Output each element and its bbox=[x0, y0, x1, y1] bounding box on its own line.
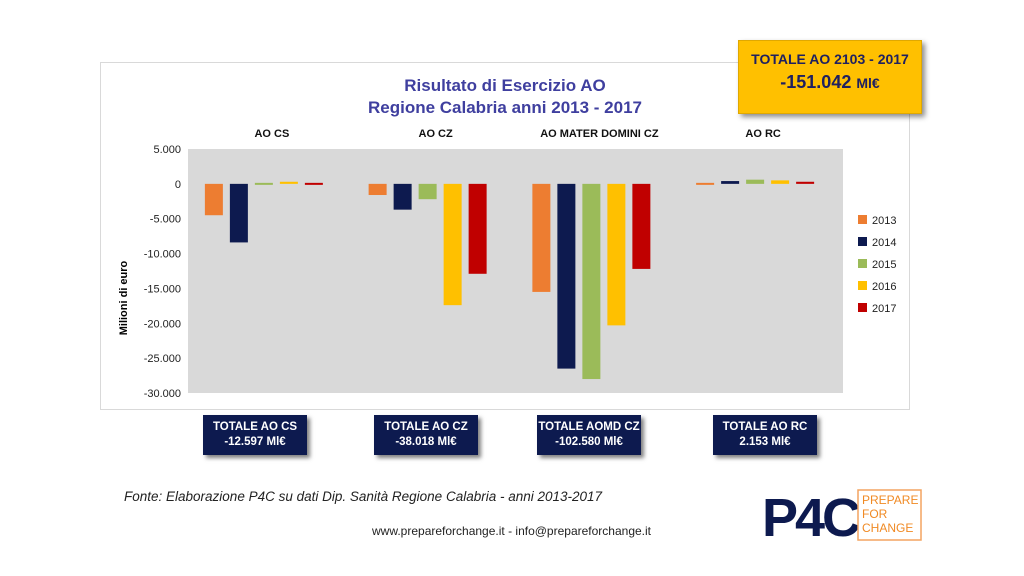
legend-label: 2014 bbox=[872, 237, 896, 249]
total-ao-cz-value: -38.018 Ml€ bbox=[395, 436, 457, 448]
category-label: AO MATER DOMINI CZ bbox=[540, 128, 659, 140]
total-ao-rc-value: 2.153 Ml€ bbox=[739, 436, 791, 448]
category-label: AO CZ bbox=[419, 128, 454, 140]
logo-line-prepare: PREPARE bbox=[862, 493, 918, 507]
y-tick-label: -30.000 bbox=[144, 388, 181, 400]
y-tick-label: -5.000 bbox=[150, 214, 181, 226]
legend-swatch bbox=[858, 237, 867, 246]
chart-subtitle: Regione Calabria anni 2013 - 2017 bbox=[368, 98, 642, 117]
p4c-logo: P4C PREPARE FOR CHANGE bbox=[762, 488, 922, 546]
overall-total-value-line: -151.042 Ml€ bbox=[739, 72, 921, 93]
total-aomd-cz-box: TOTALE AOMD CZ -102.580 Ml€ bbox=[537, 415, 641, 455]
bar-2017 bbox=[304, 182, 323, 185]
y-tick-label: -10.000 bbox=[144, 249, 181, 261]
overall-total-unit: Ml€ bbox=[856, 75, 880, 91]
category-label: AO CS bbox=[254, 128, 289, 140]
y-tick-label: 0 bbox=[175, 179, 181, 191]
logo-box bbox=[857, 489, 922, 541]
bar-2013 bbox=[532, 183, 551, 292]
contacts-line[interactable]: www.prepareforchange.it - info@preparefo… bbox=[372, 524, 651, 538]
bar-2016 bbox=[443, 183, 462, 306]
y-axis-label: Milioni di euro bbox=[118, 260, 130, 335]
total-ao-cs-box: TOTALE AO CS -12.597 Ml€ bbox=[203, 415, 307, 455]
overall-total-label: TOTALE AO 2103 - 2017 bbox=[751, 51, 909, 67]
bar-2013 bbox=[204, 183, 223, 216]
total-ao-rc-box: TOTALE AO RC 2.153 Ml€ bbox=[713, 415, 817, 455]
bar-2016 bbox=[279, 181, 298, 184]
bar-2016 bbox=[607, 183, 626, 326]
bar-2014 bbox=[557, 183, 576, 369]
bar-2017 bbox=[796, 181, 815, 184]
logo-line-for: FOR bbox=[862, 507, 888, 521]
chart-title: Risultato di Esercizio AO bbox=[404, 76, 606, 95]
legend-label: 2015 bbox=[872, 259, 896, 271]
bar-chart: Risultato di Esercizio AO Regione Calabr… bbox=[118, 76, 896, 400]
chart-frame: Risultato di Esercizio AO Regione Calabr… bbox=[100, 62, 910, 410]
bar-2017 bbox=[468, 183, 487, 274]
overall-total-value: -151.042 bbox=[780, 72, 852, 92]
total-aomd-cz-label: TOTALE AOMD CZ bbox=[538, 421, 640, 433]
total-ao-cs-label: TOTALE AO CS bbox=[212, 421, 298, 433]
source-note: Fonte: Elaborazione P4C su dati Dip. San… bbox=[124, 489, 603, 504]
total-ao-cs-value: -12.597 Ml€ bbox=[224, 436, 286, 448]
bar-2014 bbox=[229, 183, 248, 243]
legend-swatch bbox=[858, 303, 867, 312]
legend-swatch bbox=[858, 281, 867, 290]
plot-area bbox=[188, 149, 843, 393]
y-tick-label: -20.000 bbox=[144, 318, 181, 330]
legend-label: 2016 bbox=[872, 281, 896, 293]
bar-2014 bbox=[721, 181, 740, 184]
bar-2015 bbox=[254, 182, 273, 185]
bar-2017 bbox=[632, 183, 651, 269]
total-ao-cz-label: TOTALE AO CZ bbox=[384, 421, 468, 433]
bar-2013 bbox=[368, 183, 387, 196]
y-tick-label: -25.000 bbox=[144, 353, 181, 365]
legend-label: 2017 bbox=[872, 303, 896, 315]
bar-2015 bbox=[746, 179, 765, 184]
bar-2016 bbox=[771, 180, 790, 184]
y-tick-label: 5.000 bbox=[153, 144, 181, 156]
bar-2015 bbox=[582, 183, 601, 380]
category-label: AO RC bbox=[745, 128, 781, 140]
total-aomd-cz-value: -102.580 Ml€ bbox=[555, 436, 623, 448]
y-tick-label: -15.000 bbox=[144, 283, 181, 295]
logo-line-change: CHANGE bbox=[862, 521, 913, 535]
logo-mark: P4C bbox=[762, 488, 860, 546]
overall-total-box: TOTALE AO 2103 - 2017 -151.042 Ml€ bbox=[738, 40, 922, 114]
bar-2015 bbox=[418, 183, 437, 200]
total-ao-cz-box: TOTALE AO CZ -38.018 Ml€ bbox=[374, 415, 478, 455]
legend-label: 2013 bbox=[872, 215, 896, 227]
bar-2013 bbox=[696, 182, 715, 185]
legend-swatch bbox=[858, 259, 867, 268]
total-ao-rc-label: TOTALE AO RC bbox=[722, 421, 808, 433]
bar-2014 bbox=[393, 183, 412, 210]
legend-swatch bbox=[858, 215, 867, 224]
